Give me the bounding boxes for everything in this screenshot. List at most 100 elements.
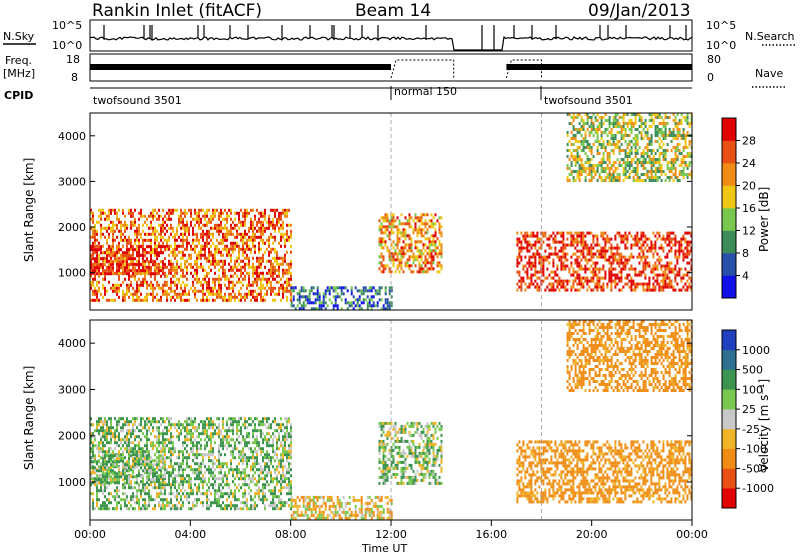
echo-cell <box>226 253 228 257</box>
echo-cell <box>178 292 180 296</box>
echo-cell <box>186 283 188 287</box>
echo-cell <box>352 307 355 311</box>
echo-cell <box>600 285 603 289</box>
echo-cell <box>128 429 130 433</box>
echo-cell <box>584 234 587 238</box>
echo-cell <box>616 140 619 143</box>
echo-cell <box>154 248 156 252</box>
echo-cell <box>104 486 106 490</box>
echo-cell <box>600 176 603 179</box>
echo-cell <box>96 492 98 496</box>
echo-cell <box>194 271 196 275</box>
echo-cell <box>232 241 234 245</box>
echo-cell <box>260 211 262 215</box>
echo-cell <box>624 134 627 137</box>
echo-cell <box>118 435 120 439</box>
echo-cell <box>636 128 639 131</box>
echo-cell <box>604 170 607 173</box>
echo-cell <box>624 170 627 173</box>
echo-cell <box>178 223 180 227</box>
echo-cell <box>146 217 148 221</box>
echo-cell <box>178 265 180 269</box>
echo-cell <box>640 270 643 274</box>
echo-cell <box>350 301 353 305</box>
echo-cell <box>570 137 573 140</box>
echo-cell <box>570 261 573 265</box>
echo-cell <box>212 289 214 293</box>
echo-cell <box>110 220 112 224</box>
echo-cell <box>560 234 563 238</box>
echo-cell <box>94 438 96 442</box>
echo-cell <box>680 152 683 155</box>
echo-cell <box>630 285 633 289</box>
echo-cell <box>660 131 663 134</box>
echo-cell <box>286 250 288 254</box>
echo-cell <box>428 237 431 241</box>
echo-cell <box>128 507 130 511</box>
echo-cell <box>390 222 393 226</box>
echo-cell <box>624 231 627 235</box>
echo-cell <box>144 492 146 496</box>
echo-cell <box>688 161 691 164</box>
echo-cell <box>96 486 98 490</box>
echo-cell <box>136 495 138 499</box>
echo-cell <box>162 223 164 227</box>
echo-cell <box>602 167 605 170</box>
echo-cell <box>266 259 268 263</box>
echo-cell <box>576 176 579 179</box>
echo-cell <box>686 113 689 116</box>
echo-cell <box>604 255 607 259</box>
echo-cell <box>592 167 595 170</box>
echo-cell <box>418 216 421 220</box>
echo-cell <box>282 262 284 266</box>
echo-cell <box>578 261 581 265</box>
echo-cell <box>222 241 224 245</box>
echo-cell <box>262 253 264 257</box>
echo-cell <box>424 225 427 229</box>
echo-cell <box>636 143 639 146</box>
echo-cell <box>380 243 383 247</box>
echo-cell <box>120 232 122 236</box>
echo-cell <box>268 244 270 248</box>
echo-cell <box>548 246 551 250</box>
echo-cell <box>204 247 206 251</box>
echo-cell <box>662 273 665 277</box>
station-title: Rankin Inlet (fitACF) <box>92 1 262 21</box>
echo-cell <box>348 301 351 305</box>
echo-cell <box>668 170 671 173</box>
echo-cell <box>140 214 142 218</box>
echo-cell <box>228 286 230 290</box>
echo-cell <box>674 122 677 125</box>
echo-cell <box>666 252 669 256</box>
echo-cell <box>270 235 272 239</box>
echo-cell <box>242 238 244 242</box>
echo-cell <box>138 260 140 264</box>
echo-cell <box>578 288 581 292</box>
echo-cell <box>142 498 144 502</box>
echo-cell <box>182 250 184 254</box>
echo-cell <box>206 223 208 227</box>
echo-cell <box>130 208 132 212</box>
echo-cell <box>144 248 146 252</box>
echo-cell <box>396 246 399 250</box>
echo-cell <box>118 269 120 273</box>
echo-cell <box>548 237 551 241</box>
echo-cell <box>634 140 637 143</box>
echo-cell <box>666 149 669 152</box>
echo-cell <box>656 131 659 134</box>
echo-cell <box>160 245 162 249</box>
echo-cell <box>614 279 617 283</box>
echo-cell <box>260 277 262 281</box>
echo-cell <box>158 420 160 424</box>
echo-cell <box>124 492 126 496</box>
echo-cell <box>152 417 154 421</box>
echo-cell <box>660 152 663 155</box>
echo-cell <box>600 158 603 161</box>
echo-cell <box>438 270 441 274</box>
echo-cell <box>96 250 98 254</box>
echo-cell <box>98 286 100 290</box>
echo-cell <box>138 474 140 478</box>
echo-cell <box>184 229 186 233</box>
echo-cell <box>186 292 188 296</box>
echo-cell <box>218 268 220 272</box>
